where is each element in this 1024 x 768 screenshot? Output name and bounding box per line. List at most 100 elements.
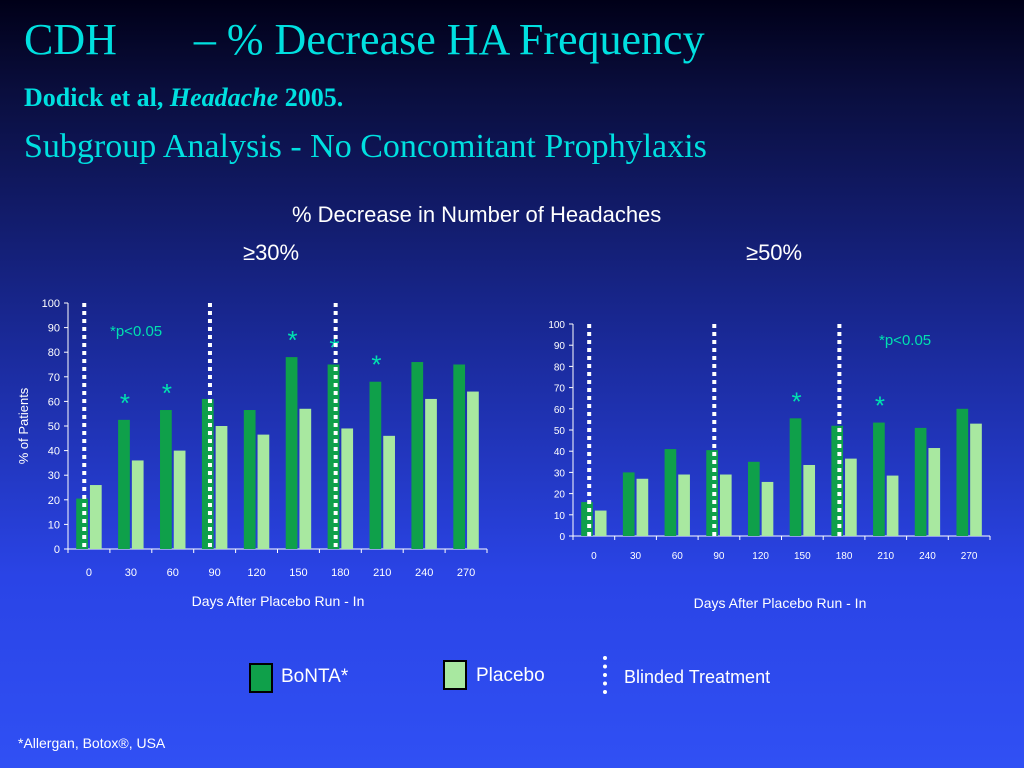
bar-placebo-60 — [678, 474, 690, 536]
y-tick-label: 0 — [54, 544, 60, 556]
x-tick-label: 0 — [86, 567, 92, 579]
y-tick-label: 40 — [554, 447, 566, 458]
bar-placebo-240 — [928, 448, 941, 536]
bar-placebo-120 — [257, 434, 270, 549]
bar-placebo-120 — [761, 481, 774, 536]
y-tick-label: 10 — [554, 511, 566, 522]
bar-bonta-120 — [747, 461, 760, 536]
y-tick-label: 70 — [48, 372, 60, 384]
x-tick-label: 240 — [415, 567, 433, 579]
legend-label-blinded: Blinded Treatment — [624, 667, 771, 687]
panel-label-right: ≥50% — [746, 240, 803, 265]
x-tick-label: 60 — [167, 567, 179, 579]
bar-bonta-30 — [118, 419, 130, 549]
chart-left: 0 10 20 30 40 50 60 70 80 90 100 0 30 * 60 * 90 120 150 * 18… — [16, 298, 488, 609]
legend-swatch-bonta — [249, 663, 273, 693]
y-tick-label: 0 — [559, 532, 565, 543]
bar-placebo-210 — [886, 475, 899, 536]
y-tick-label: 30 — [554, 468, 566, 479]
bar-bonta-90 — [201, 398, 214, 549]
x-tick-label: 120 — [247, 567, 265, 579]
x-axis-label: Days After Placebo Run - In — [694, 595, 867, 611]
y-tick-label: 50 — [48, 421, 60, 433]
y-tick-label: 70 — [554, 384, 566, 395]
panel-label-left: ≥30% — [243, 240, 300, 265]
bar-bonta-240 — [411, 362, 424, 549]
y-tick-label: 10 — [48, 519, 60, 531]
significance-star: * — [371, 350, 381, 380]
bar-placebo-270 — [970, 423, 982, 536]
legend-blinded-marker — [603, 656, 607, 694]
bar-placebo-60 — [173, 450, 186, 549]
bar-bonta-60 — [160, 410, 172, 549]
significance-star: * — [120, 388, 130, 418]
y-tick-label: 60 — [554, 405, 566, 416]
pvalue-annotation: *p<0.05 — [110, 323, 162, 340]
y-tick-label: 40 — [48, 446, 60, 458]
bar-placebo-0 — [89, 485, 102, 549]
chart-right: 0 10 20 30 40 50 60 70 80 90 100 0 30 60 90 120 150 * 180 2… — [548, 320, 991, 611]
bar-bonta-0 — [581, 502, 593, 536]
bar-bonta-120 — [243, 410, 256, 549]
bar-placebo-30 — [636, 478, 649, 536]
y-tick-label: 100 — [548, 320, 565, 331]
bar-bonta-270 — [956, 408, 969, 536]
citation-year: 2005. — [284, 83, 344, 112]
pvalue-annotation: *p<0.05 — [879, 332, 931, 349]
subgroup-subtitle: Subgroup Analysis - No Concomitant Proph… — [24, 128, 707, 165]
y-tick-label: 20 — [554, 490, 566, 501]
bar-bonta-180 — [327, 364, 340, 549]
y-tick-label: 80 — [48, 347, 60, 359]
x-tick-label: 210 — [373, 567, 391, 579]
bar-placebo-150 — [299, 408, 312, 549]
citation-journal: Headache — [169, 83, 279, 112]
legend-label-bonta: BoNTA* — [281, 666, 349, 687]
y-tick-label: 100 — [42, 298, 60, 310]
bar-placebo-90 — [215, 426, 228, 549]
citation-author: Dodick et al, — [24, 83, 164, 112]
citation: Dodick et al, Headache 2005. — [24, 83, 343, 113]
bar-bonta-210 — [369, 381, 382, 549]
x-tick-label: 210 — [877, 551, 894, 562]
x-tick-label: 270 — [961, 551, 978, 562]
bar-bonta-0 — [76, 498, 88, 549]
bar-bonta-90 — [706, 450, 718, 536]
bar-bonta-270 — [453, 364, 466, 549]
bar-placebo-30 — [131, 460, 144, 549]
y-tick-label: 90 — [48, 323, 60, 335]
bar-bonta-210 — [873, 422, 885, 536]
y-tick-label: 20 — [48, 495, 60, 507]
x-tick-label: 0 — [591, 551, 597, 562]
x-tick-label: 30 — [125, 567, 137, 579]
y-tick-label: 30 — [48, 470, 60, 482]
x-tick-label: 120 — [752, 551, 769, 562]
bar-bonta-60 — [664, 449, 677, 536]
legend-label-placebo: Placebo — [476, 665, 545, 686]
y-tick-label: 90 — [554, 341, 566, 352]
x-tick-label: 150 — [289, 567, 307, 579]
bar-placebo-270 — [467, 391, 479, 549]
y-tick-label: 60 — [48, 396, 60, 408]
significance-star: * — [162, 378, 172, 408]
bar-bonta-30 — [622, 472, 635, 536]
x-tick-label: 240 — [919, 551, 936, 562]
bar-placebo-150 — [803, 464, 816, 536]
x-tick-label: 90 — [209, 567, 221, 579]
x-tick-label: 30 — [630, 551, 642, 562]
significance-star: * — [875, 391, 885, 421]
bar-placebo-210 — [383, 435, 395, 549]
bar-placebo-180 — [845, 458, 857, 536]
slide-title: CDH – % Decrease HA Frequency — [24, 15, 705, 64]
bar-placebo-180 — [341, 428, 354, 549]
footnote: *Allergan, Botox®, USA — [18, 735, 166, 751]
bar-placebo-240 — [425, 398, 437, 549]
x-axis-label: Days After Placebo Run - In — [192, 593, 365, 609]
chart-heading: % Decrease in Number of Headaches — [292, 202, 662, 227]
y-tick-label: 50 — [554, 426, 566, 437]
legend-swatch-placebo — [443, 660, 467, 690]
significance-star: * — [791, 386, 801, 416]
x-tick-label: 60 — [672, 551, 684, 562]
bar-placebo-90 — [719, 474, 732, 536]
significance-star: * — [329, 333, 339, 363]
